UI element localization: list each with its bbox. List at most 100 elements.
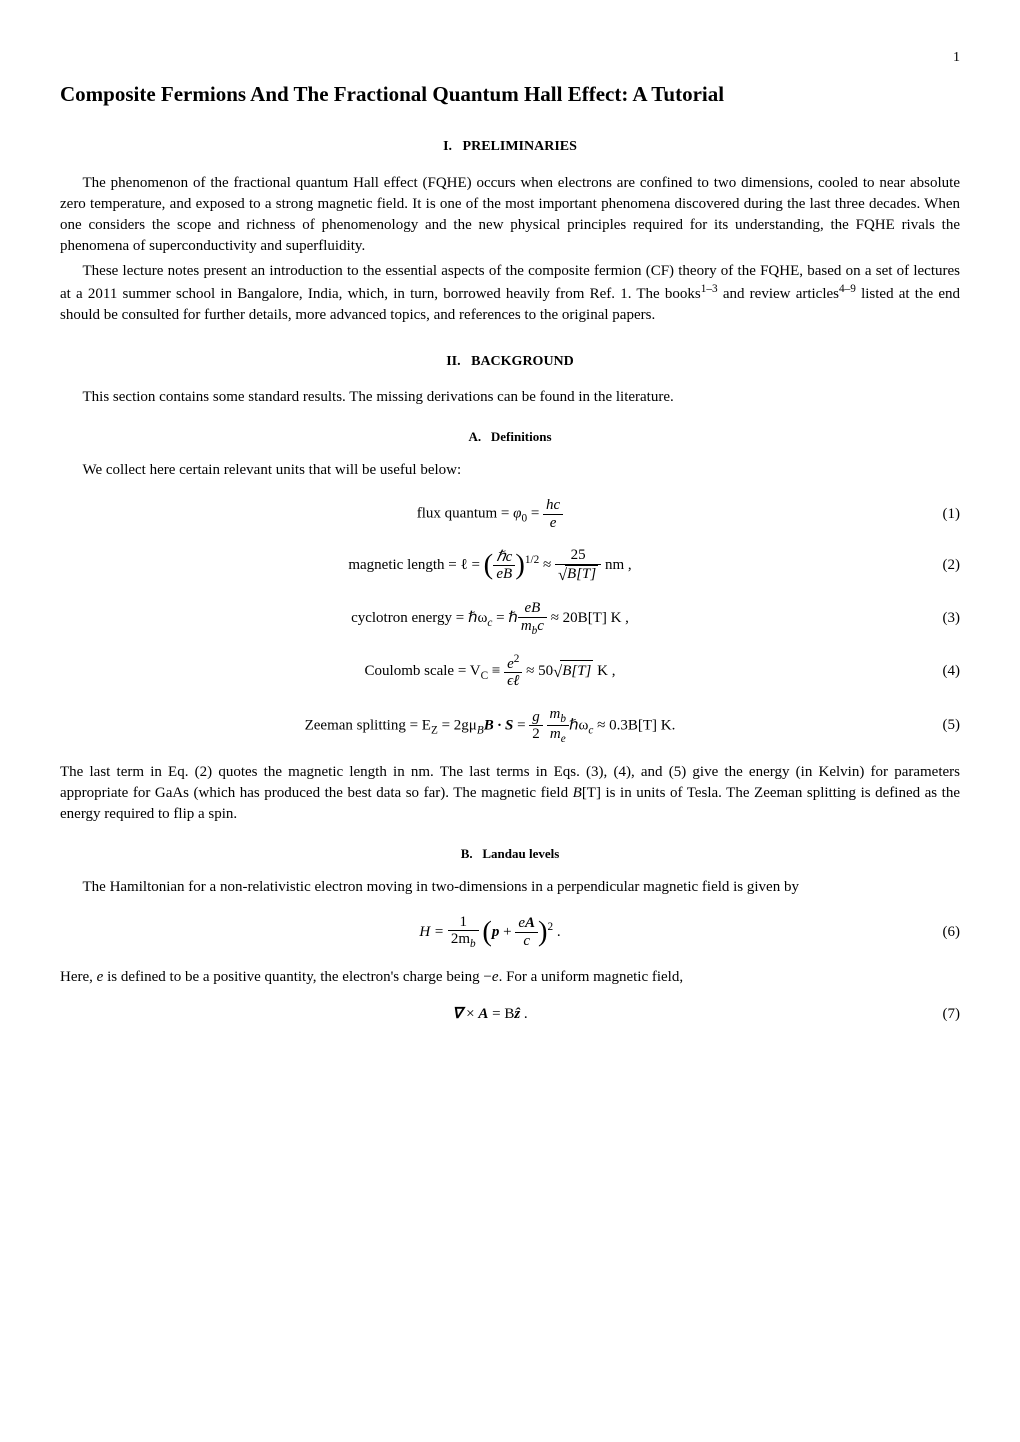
eq-text: = — [513, 717, 529, 733]
numerator: mb — [547, 706, 569, 726]
equation-number: (3) — [920, 608, 960, 629]
fraction: g2 — [529, 709, 543, 743]
fraction: mbme — [547, 706, 569, 746]
equation-body: H = 12mb (p + eAc)2 . — [60, 914, 920, 951]
denominator: B[T] — [555, 565, 601, 584]
eq-sub: e — [561, 733, 566, 745]
eq-sym: m — [550, 726, 561, 742]
numerator: e2 — [504, 653, 522, 674]
fraction: eAc — [515, 915, 538, 949]
paragraph: Here, e is defined to be a positive quan… — [60, 967, 960, 988]
numerator: eA — [515, 915, 538, 933]
eq-text: ≈ — [539, 557, 555, 573]
eq-text: . — [520, 1006, 528, 1022]
equation-number: (6) — [920, 922, 960, 943]
numerator: g — [529, 709, 543, 727]
equation-2: magnetic length = ℓ = (ℏceB)1/2 ≈ 25B[T]… — [60, 547, 960, 584]
subsection-title: Landau levels — [482, 846, 559, 861]
sqrt-icon: B[T] — [553, 660, 593, 683]
denominator: mbc — [518, 618, 547, 637]
equation-body: Coulomb scale = VC ≡ e2ϵℓ ≈ 50B[T] K , — [60, 653, 920, 690]
paragraph: This section contains some standard resu… — [60, 387, 960, 408]
eq-sub: b — [470, 938, 476, 950]
eq-text: = B — [488, 1006, 514, 1022]
equation-7: ∇ × A = Bẑ . (7) — [60, 1004, 960, 1025]
equation-body: ∇ × A = Bẑ . — [60, 1004, 920, 1025]
eq-text: 2m — [451, 931, 470, 947]
equation-3: cyclotron energy = ℏωc = ℏeBmbc ≈ 20B[T]… — [60, 600, 960, 637]
exponent: 2 — [514, 653, 520, 665]
eq-sym: e — [518, 915, 525, 931]
eq-sym: c — [537, 618, 544, 634]
denominator: eB — [493, 566, 515, 583]
text: . For a uniform magnetic field, — [499, 969, 684, 985]
eq-sub: Z — [431, 724, 438, 736]
text: Here, — [60, 969, 97, 985]
subsection-title: Definitions — [491, 429, 552, 444]
numerator: 1 — [448, 914, 479, 932]
radicand: B[T] — [565, 565, 598, 583]
numerator: 25 — [555, 547, 601, 565]
eq-text: H = — [419, 924, 447, 940]
equation-number: (5) — [920, 715, 960, 736]
eq-text: . — [553, 924, 561, 940]
text: and review articles — [718, 286, 839, 302]
paragraph: We collect here certain relevant units t… — [60, 460, 960, 481]
subsection-num: A. — [468, 429, 481, 444]
citation-sup: 1–3 — [701, 283, 718, 295]
equation-1: flux quantum = φ0 = hce (1) — [60, 497, 960, 531]
section-title: PRELIMINARIES — [463, 139, 577, 154]
paren-icon: ( — [484, 550, 494, 581]
paren-icon: ( — [482, 916, 492, 947]
eq-text: Zeeman splitting = E — [305, 717, 431, 733]
eq-sym: e — [492, 969, 499, 985]
eq-sym: m — [550, 706, 561, 722]
numerator: eB — [518, 600, 547, 618]
eq-text: K , — [593, 663, 615, 679]
paper-title: Composite Fermions And The Fractional Qu… — [60, 80, 960, 109]
denominator: ϵℓ — [504, 673, 522, 690]
eq-sub: b — [560, 713, 566, 725]
paragraph: The Hamiltonian for a non-relativistic e… — [60, 877, 960, 898]
eq-sym: e — [507, 656, 514, 672]
eq-text: ≈ 20B[T] K , — [547, 610, 629, 626]
subsection-b-heading: B. Landau levels — [60, 845, 960, 863]
sqrt-icon: B[T] — [558, 565, 598, 584]
fraction: 12mb — [448, 914, 479, 951]
radicand: B[T] — [560, 660, 593, 682]
equation-number: (2) — [920, 555, 960, 576]
equation-body: Zeeman splitting = EZ = 2gμBB · S = g2 m… — [60, 706, 920, 746]
eq-text: = — [527, 506, 543, 522]
denominator: 2 — [529, 726, 543, 743]
numerator: hc — [543, 497, 563, 515]
subsection-a-heading: A. Definitions — [60, 428, 960, 446]
paragraph: The phenomenon of the fractional quantum… — [60, 173, 960, 257]
citation-sup: 4–9 — [839, 283, 856, 295]
fraction: e2ϵℓ — [504, 653, 522, 690]
denominator: e — [543, 515, 563, 532]
equation-body: magnetic length = ℓ = (ℏceB)1/2 ≈ 25B[T]… — [60, 547, 920, 584]
eq-vec: A — [478, 1006, 488, 1022]
eq-text: nm , — [601, 557, 631, 573]
eq-vec: B · S — [484, 717, 514, 733]
eq-text: + — [499, 924, 515, 940]
exponent: 1/2 — [525, 554, 539, 566]
paren-icon: ) — [515, 550, 525, 581]
eq-text: Coulomb scale = V — [365, 663, 481, 679]
eq-text: flux quantum = — [417, 506, 513, 522]
section-num: I. — [443, 139, 452, 154]
denominator: 2mb — [448, 931, 479, 950]
section-num: II. — [446, 354, 460, 369]
equation-6: H = 12mb (p + eAc)2 . (6) — [60, 914, 960, 951]
eq-text: cyclotron energy = ℏω — [351, 610, 487, 626]
denominator: c — [515, 933, 538, 950]
subsection-num: B. — [461, 846, 473, 861]
eq-vec: A — [525, 915, 535, 931]
equation-number: (7) — [920, 1004, 960, 1025]
equation-number: (1) — [920, 504, 960, 525]
denominator: me — [547, 726, 569, 745]
section-2-heading: II. BACKGROUND — [60, 352, 960, 372]
paragraph: These lecture notes present an introduct… — [60, 261, 960, 326]
eq-vec: ∇ — [452, 1006, 462, 1022]
numerator: ℏc — [493, 549, 515, 567]
